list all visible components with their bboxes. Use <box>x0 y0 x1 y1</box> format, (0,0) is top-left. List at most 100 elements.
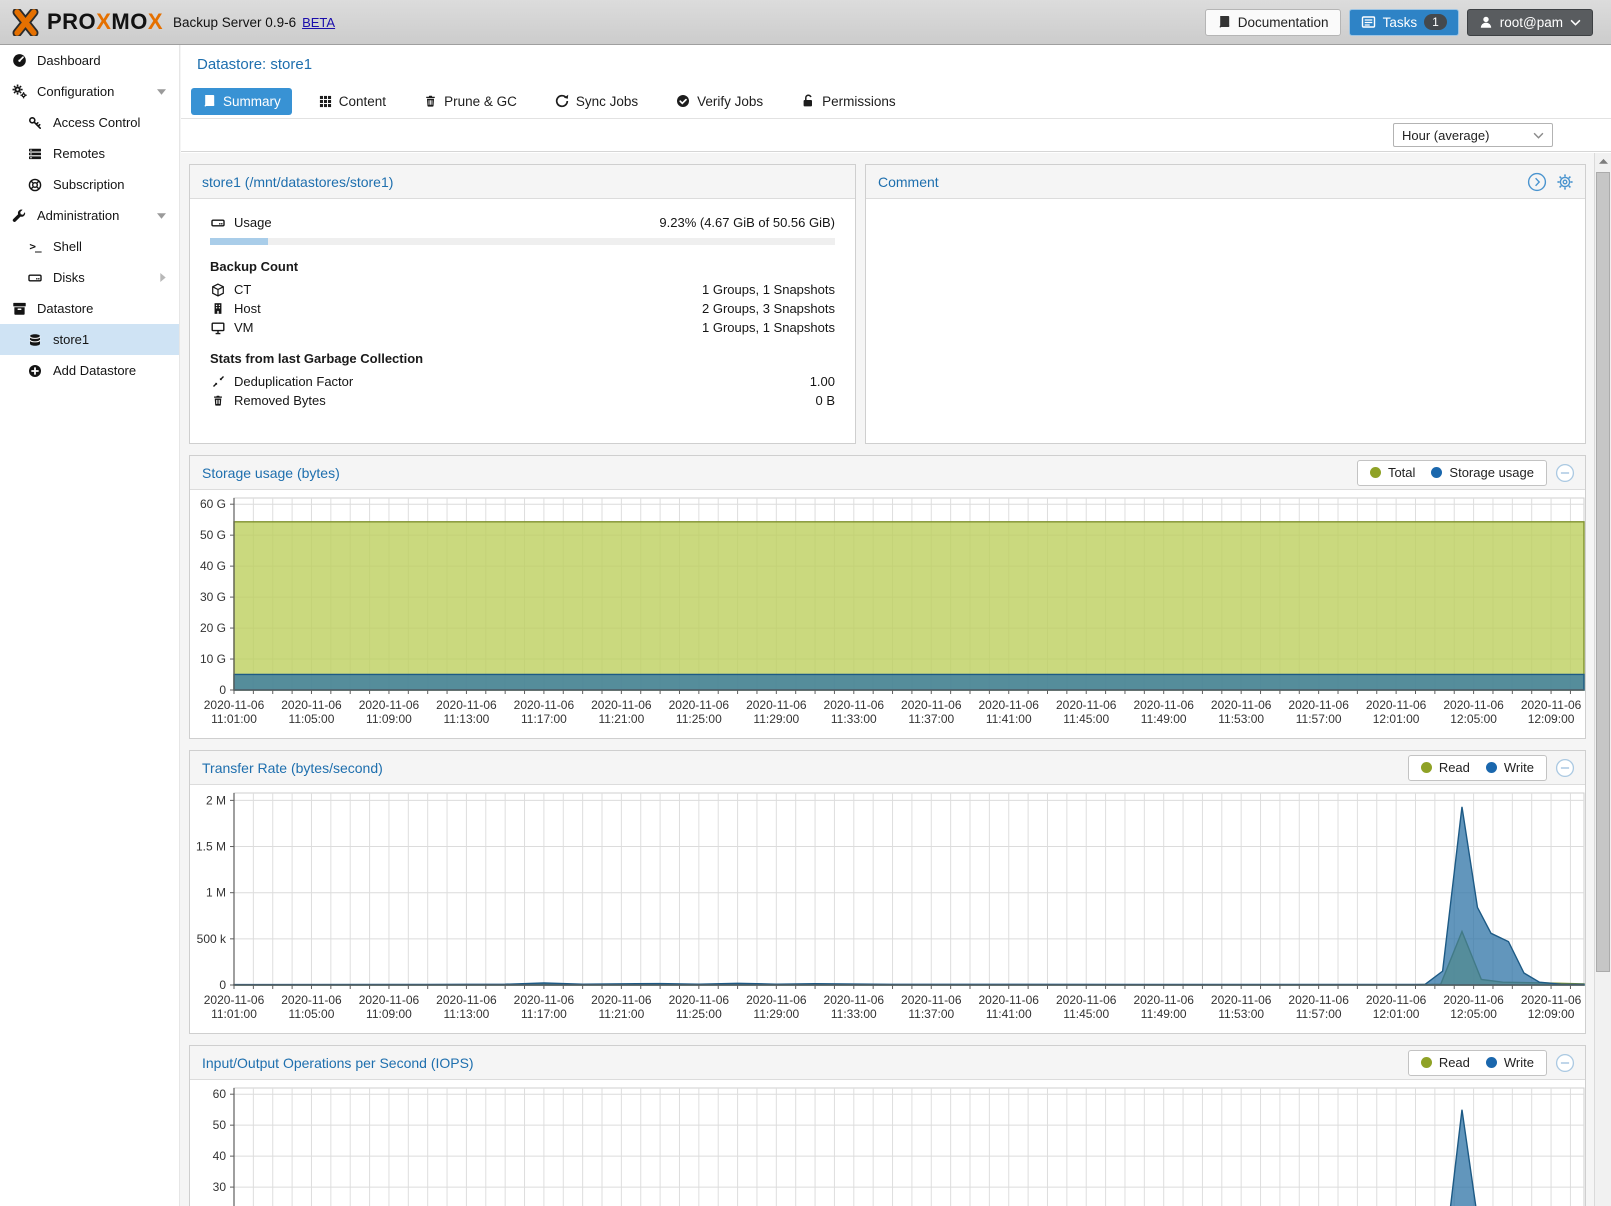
sidebar-item-disks[interactable]: Disks <box>0 262 179 293</box>
collapse-minus-circle-icon[interactable] <box>1555 463 1575 483</box>
collapse-minus-circle-icon[interactable] <box>1555 1053 1575 1073</box>
svg-text:2020-11-06: 2020-11-06 <box>978 993 1039 1007</box>
svg-text:11:57:00: 11:57:00 <box>1296 712 1342 726</box>
iops-panel: Input/Output Operations per Second (IOPS… <box>189 1045 1586 1206</box>
svg-text:11:29:00: 11:29:00 <box>753 712 799 726</box>
server-list-icon <box>26 147 44 161</box>
svg-text:11:01:00: 11:01:00 <box>211 712 257 726</box>
tab-content[interactable]: Content <box>308 88 397 115</box>
storage-usage-chart: 60 G 50 G 40 G 30 G 20 G 10 G 0 2020-11-06 11:01… <box>190 490 1585 738</box>
svg-text:11:45:00: 11:45:00 <box>1063 1007 1109 1021</box>
svg-text:12:05:00: 12:05:00 <box>1450 712 1497 726</box>
iops-title: Input/Output Operations per Second (IOPS… <box>202 1054 474 1071</box>
svg-text:11:29:00: 11:29:00 <box>753 1007 799 1021</box>
vm-row: VM 1 Groups, 1 Snapshots <box>210 318 835 337</box>
documentation-button[interactable]: Documentation <box>1204 8 1341 36</box>
sidebar-item-shell[interactable]: >_ Shell <box>0 231 179 262</box>
svg-text:2020-11-06: 2020-11-06 <box>1056 698 1117 712</box>
collapse-minus-circle-icon[interactable] <box>1555 758 1575 778</box>
svg-text:10 G: 10 G <box>200 652 226 666</box>
task-list-icon <box>1361 15 1376 29</box>
database-icon <box>26 333 44 347</box>
user-icon <box>1479 15 1493 29</box>
svg-text:2020-11-06: 2020-11-06 <box>669 698 730 712</box>
book-icon <box>202 94 216 108</box>
svg-text:2020-11-06: 2020-11-06 <box>1366 993 1427 1007</box>
svg-text:50: 50 <box>213 1118 227 1132</box>
plus-circle-icon <box>26 364 44 378</box>
user-menu-button[interactable]: root@pam <box>1466 8 1593 36</box>
read-legend-dot <box>1420 762 1432 773</box>
scrollbar-thumb[interactable] <box>1596 172 1610 972</box>
svg-text:11:05:00: 11:05:00 <box>289 712 335 726</box>
svg-text:2020-11-06: 2020-11-06 <box>901 993 962 1007</box>
proxmox-logo: PROXMOX <box>12 8 163 36</box>
svg-text:2020-11-06: 2020-11-06 <box>1133 698 1194 712</box>
svg-text:30: 30 <box>213 1180 227 1194</box>
svg-text:11:53:00: 11:53:00 <box>1218 712 1264 726</box>
svg-text:0: 0 <box>219 683 226 697</box>
building-icon <box>210 302 226 315</box>
svg-text:2020-11-06: 2020-11-06 <box>436 993 497 1007</box>
tab-summary[interactable]: Summary <box>191 87 292 115</box>
tab-verify-jobs[interactable]: Verify Jobs <box>665 88 774 115</box>
svg-text:2020-11-06: 2020-11-06 <box>1443 698 1504 712</box>
svg-text:40: 40 <box>213 1149 227 1163</box>
backup-count-heading: Backup Count <box>210 259 299 274</box>
dashboard-icon <box>10 53 28 68</box>
gears-icon <box>10 84 28 99</box>
svg-text:12:09:00: 12:09:00 <box>1528 1007 1575 1021</box>
sidebar-item-add-datastore[interactable]: Add Datastore <box>0 355 179 386</box>
sidebar-item-administration[interactable]: Administration <box>0 200 179 231</box>
comment-body[interactable] <box>866 199 1585 443</box>
svg-text:11:05:00: 11:05:00 <box>289 1007 335 1021</box>
time-range-select[interactable]: Hour (average) <box>1393 123 1553 147</box>
cube-icon <box>210 282 226 297</box>
comment-panel: Comment <box>865 164 1586 444</box>
page-title: Datastore: store1 <box>197 56 313 73</box>
sidebar-item-remotes[interactable]: Remotes <box>0 138 179 169</box>
svg-text:11:41:00: 11:41:00 <box>986 1007 1032 1021</box>
svg-text:11:57:00: 11:57:00 <box>1296 1007 1342 1021</box>
svg-text:11:09:00: 11:09:00 <box>366 712 412 726</box>
tab-prune-gc[interactable]: Prune & GC <box>413 88 528 115</box>
svg-text:2020-11-06: 2020-11-06 <box>514 993 575 1007</box>
sync-icon <box>555 94 569 108</box>
hdd-icon <box>26 271 44 285</box>
svg-text:1 M: 1 M <box>206 886 226 900</box>
svg-text:11:17:00: 11:17:00 <box>521 712 567 726</box>
tab-sync-jobs[interactable]: Sync Jobs <box>544 88 649 115</box>
unlock-icon <box>801 94 815 108</box>
usage-value: 9.23% (4.67 GiB of 50.56 GiB) <box>659 215 835 230</box>
gc-stats-heading: Stats from last Garbage Collection <box>210 351 424 366</box>
dedup-row: Deduplication Factor 1.00 <box>210 372 835 391</box>
vertical-scrollbar[interactable] <box>1594 153 1611 1206</box>
sidebar-item-store1[interactable]: store1 <box>0 324 179 355</box>
svg-text:2020-11-06: 2020-11-06 <box>1521 993 1582 1007</box>
svg-text:12:05:00: 12:05:00 <box>1450 1007 1497 1021</box>
transfer-rate-title: Transfer Rate (bytes/second) <box>202 759 383 776</box>
svg-text:11:25:00: 11:25:00 <box>676 1007 722 1021</box>
beta-link[interactable]: BETA <box>302 14 336 30</box>
tab-permissions[interactable]: Permissions <box>790 88 907 115</box>
expand-chevron-circle-icon[interactable] <box>1527 172 1547 192</box>
gear-icon[interactable] <box>1555 172 1575 192</box>
terminal-icon: >_ <box>29 240 41 253</box>
svg-text:2020-11-06: 2020-11-06 <box>514 698 575 712</box>
sidebar-item-datastore[interactable]: Datastore <box>0 293 179 324</box>
svg-text:2020-11-06: 2020-11-06 <box>746 993 807 1007</box>
tasks-button[interactable]: Tasks 1 <box>1348 8 1459 36</box>
svg-text:11:53:00: 11:53:00 <box>1218 1007 1264 1021</box>
svg-text:2020-11-06: 2020-11-06 <box>824 698 885 712</box>
scroll-up-arrow-icon[interactable] <box>1595 153 1611 169</box>
sidebar-item-configuration[interactable]: Configuration <box>0 76 179 107</box>
sidebar-item-access-control[interactable]: Access Control <box>0 107 179 138</box>
sidebar-item-dashboard[interactable]: Dashboard <box>0 45 179 76</box>
svg-text:2020-11-06: 2020-11-06 <box>1133 993 1194 1007</box>
storage-usage-legend-dot <box>1431 467 1443 478</box>
svg-text:11:33:00: 11:33:00 <box>831 1007 877 1021</box>
iops-legend: Read Write <box>1407 1049 1547 1076</box>
removed-bytes-row: Removed Bytes 0 B <box>210 391 835 410</box>
sidebar-item-subscription[interactable]: Subscription <box>0 169 179 200</box>
comment-panel-title: Comment <box>878 173 939 190</box>
